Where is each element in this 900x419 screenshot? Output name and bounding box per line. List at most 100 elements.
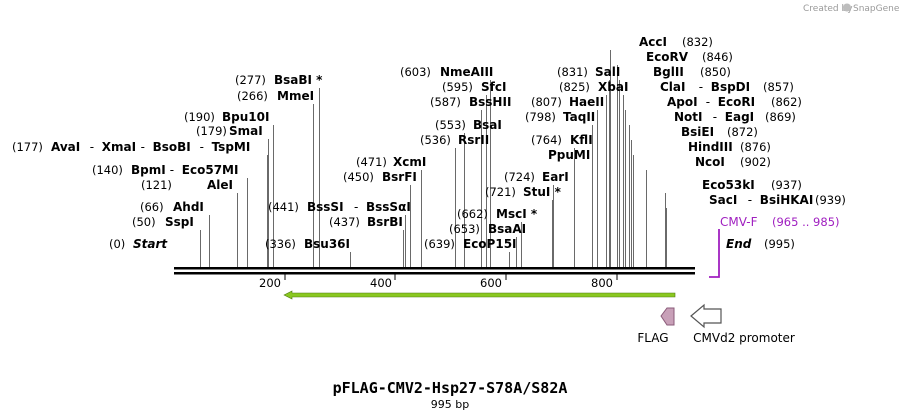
enzyme-name[interactable]: BsaBI * (274, 73, 323, 87)
enzyme-name[interactable]: BpmI (131, 163, 166, 177)
enzyme-name[interactable]: BsaAI (488, 222, 526, 236)
site-eco53ki[interactable]: (937) Eco53kI (702, 178, 802, 192)
site-taqii[interactable]: (798) TaqII (525, 110, 595, 124)
site-ppumi[interactable]: PpuMI (548, 148, 590, 162)
credit-brand: SnapGene (853, 4, 900, 14)
site-eari[interactable]: (724) EarI (504, 170, 569, 184)
enzyme-name[interactable]: AccI (639, 35, 667, 49)
enzyme-name[interactable]: TaqII (563, 110, 595, 124)
enzyme-name[interactable]: ClaI (660, 80, 685, 94)
enzyme-name[interactable]: BssSαI (366, 200, 411, 214)
site-ecorv[interactable]: (846) EcoRV (646, 50, 733, 64)
site-kfli[interactable]: (764) KflI (531, 133, 593, 147)
enzyme-name[interactable]: BsrBI (367, 215, 403, 229)
enzyme-name[interactable]: MscI * (496, 207, 538, 221)
enzyme-name[interactable]: TspMI (212, 140, 251, 154)
enzyme-name[interactable]: RsrII (458, 133, 489, 147)
site-ncoi[interactable]: (902) NcoI (695, 155, 771, 169)
enzyme-name[interactable]: HindIII (688, 140, 733, 154)
site-apoi-ecori[interactable]: (862) ApoI - EcoRI (667, 95, 802, 109)
orf-feature[interactable] (283, 290, 676, 300)
site-hindiii[interactable]: (876) HindIII (688, 140, 771, 154)
enzyme-name[interactable]: Bpu10I (222, 110, 269, 124)
enzyme-name[interactable]: KflI (570, 133, 593, 147)
enzyme-name[interactable]: SacI (709, 193, 737, 207)
feature-flag[interactable]: FLAG (637, 307, 675, 345)
enzyme-name[interactable]: BsaI (473, 118, 502, 132)
enzyme-name[interactable]: NmeAIII (440, 65, 493, 79)
site-sspi[interactable]: (50) SspI (132, 215, 194, 229)
enzyme-name[interactable]: PpuMI (548, 148, 590, 162)
site-xbai[interactable]: (825) XbaI (559, 80, 628, 94)
enzyme-name[interactable]: EcoP15I (463, 237, 517, 251)
site-clai-bspdi[interactable]: (857) ClaI - BspDI (660, 80, 794, 94)
site-alei[interactable]: (121) AleI (141, 178, 233, 192)
enzyme-name[interactable]: AhdI (173, 200, 204, 214)
site-bsrbi[interactable]: (437) BsrBI (329, 215, 403, 229)
enzyme-name[interactable]: EcoRI (718, 95, 755, 109)
enzyme-name[interactable]: XbaI (598, 80, 628, 94)
site-smai[interactable]: (179) SmaI (196, 124, 263, 138)
site-haeii[interactable]: (807) HaeII (531, 95, 604, 109)
enzyme-name[interactable]: HaeII (569, 95, 604, 109)
enzyme-name[interactable]: NcoI (695, 155, 725, 169)
site-xcmi[interactable]: (471) XcmI (356, 155, 426, 169)
enzyme-name[interactable]: Bsu36I (304, 237, 350, 251)
enzyme-name[interactable]: AleI (207, 178, 233, 192)
enzyme-name[interactable]: SmaI (229, 124, 263, 138)
site-saci-bsihkai[interactable]: (939) SacI - BsiHKAI (709, 193, 846, 207)
enzyme-name[interactable]: Eco57MI (182, 163, 239, 177)
enzyme-name[interactable]: BsrFI (382, 170, 417, 184)
site-bsshii[interactable]: (587) BssHII (430, 95, 511, 109)
site-noti-eagi[interactable]: (869) NotI - EagI (674, 110, 796, 124)
site-avai-xmai-bsobi-tspmi[interactable]: (177) AvaI - XmaI - BsoBI - TspMI (12, 140, 250, 154)
enzyme-name[interactable]: BsoBI (153, 140, 191, 154)
site-bpu10i[interactable]: (190) Bpu10I (184, 110, 269, 124)
enzyme-name[interactable]: SspI (165, 215, 194, 229)
site-bglii[interactable]: (850) BglII (653, 65, 731, 79)
site-rsrii[interactable]: (536) RsrII (420, 133, 489, 147)
site-bsiei[interactable]: (872) BsiEI (681, 125, 758, 139)
enzyme-name[interactable]: StuI * (523, 185, 562, 199)
site-sfci[interactable]: (595) SfcI (442, 80, 506, 94)
cmvd2-promoter-label: CMVd2 promoter (693, 331, 795, 345)
site-sali[interactable]: (831) SalI (557, 65, 620, 79)
enzyme-name[interactable]: AvaI (51, 140, 80, 154)
site-position: (177) (12, 140, 43, 154)
enzyme-name[interactable]: BsiEI (681, 125, 714, 139)
enzyme-name[interactable]: EarI (542, 170, 569, 184)
enzyme-name[interactable]: BssHII (469, 95, 511, 109)
enzyme-name[interactable]: ApoI (667, 95, 698, 109)
enzyme-name[interactable]: NotI (674, 110, 703, 124)
enzyme-name[interactable]: EcoRV (646, 50, 689, 64)
enzyme-name[interactable]: BspDI (711, 80, 750, 94)
enzyme-name[interactable]: Eco53kI (702, 178, 755, 192)
feature-cmvd2-promoter[interactable]: CMVd2 promoter (690, 303, 795, 345)
site-bsu36i[interactable]: (336) Bsu36I (265, 237, 350, 251)
enzyme-name[interactable]: MmeI (277, 89, 314, 103)
site-bsai[interactable]: (553) BsaI (435, 118, 502, 132)
enzyme-name[interactable]: EagI (725, 110, 754, 124)
enzyme-name[interactable]: SfcI (481, 80, 506, 94)
site-stui[interactable]: (721) StuI * (485, 185, 562, 199)
site-bsabi[interactable]: (277) BsaBI * (235, 73, 323, 87)
enzyme-name[interactable]: XcmI (393, 155, 426, 169)
site-bsrfi[interactable]: (450) BsrFI (343, 170, 417, 184)
enzyme-name[interactable]: BssSI (307, 200, 344, 214)
site-position: (724) (504, 170, 535, 184)
enzyme-name[interactable]: BsiHKAI (760, 193, 814, 207)
orf-arrow (283, 290, 676, 300)
site-ahdi[interactable]: (66) AhdI (140, 200, 204, 214)
site-acci[interactable]: (832) AccI (639, 35, 713, 49)
primer-cmv-f[interactable]: CMV-F (965 .. 985) (709, 215, 840, 278)
site-nmeaiii[interactable]: (603) NmeAIII (400, 65, 493, 79)
site-bsssi-bsssi[interactable]: (441) BssSI - BssSαI (268, 200, 411, 214)
site-ecop15i[interactable]: (639) EcoP15I (424, 237, 517, 251)
site-msci[interactable]: (662) MscI * (457, 207, 538, 221)
enzyme-name[interactable]: XmaI (102, 140, 136, 154)
enzyme-name[interactable]: BglII (653, 65, 684, 79)
site-bsaai[interactable]: (653) BsaAI (449, 222, 526, 236)
enzyme-name[interactable]: SalI (595, 65, 620, 79)
site-bpmi-eco57mi[interactable]: (140) BpmI - Eco57MI (92, 163, 238, 177)
site-mmei[interactable]: (266) MmeI (237, 89, 314, 103)
